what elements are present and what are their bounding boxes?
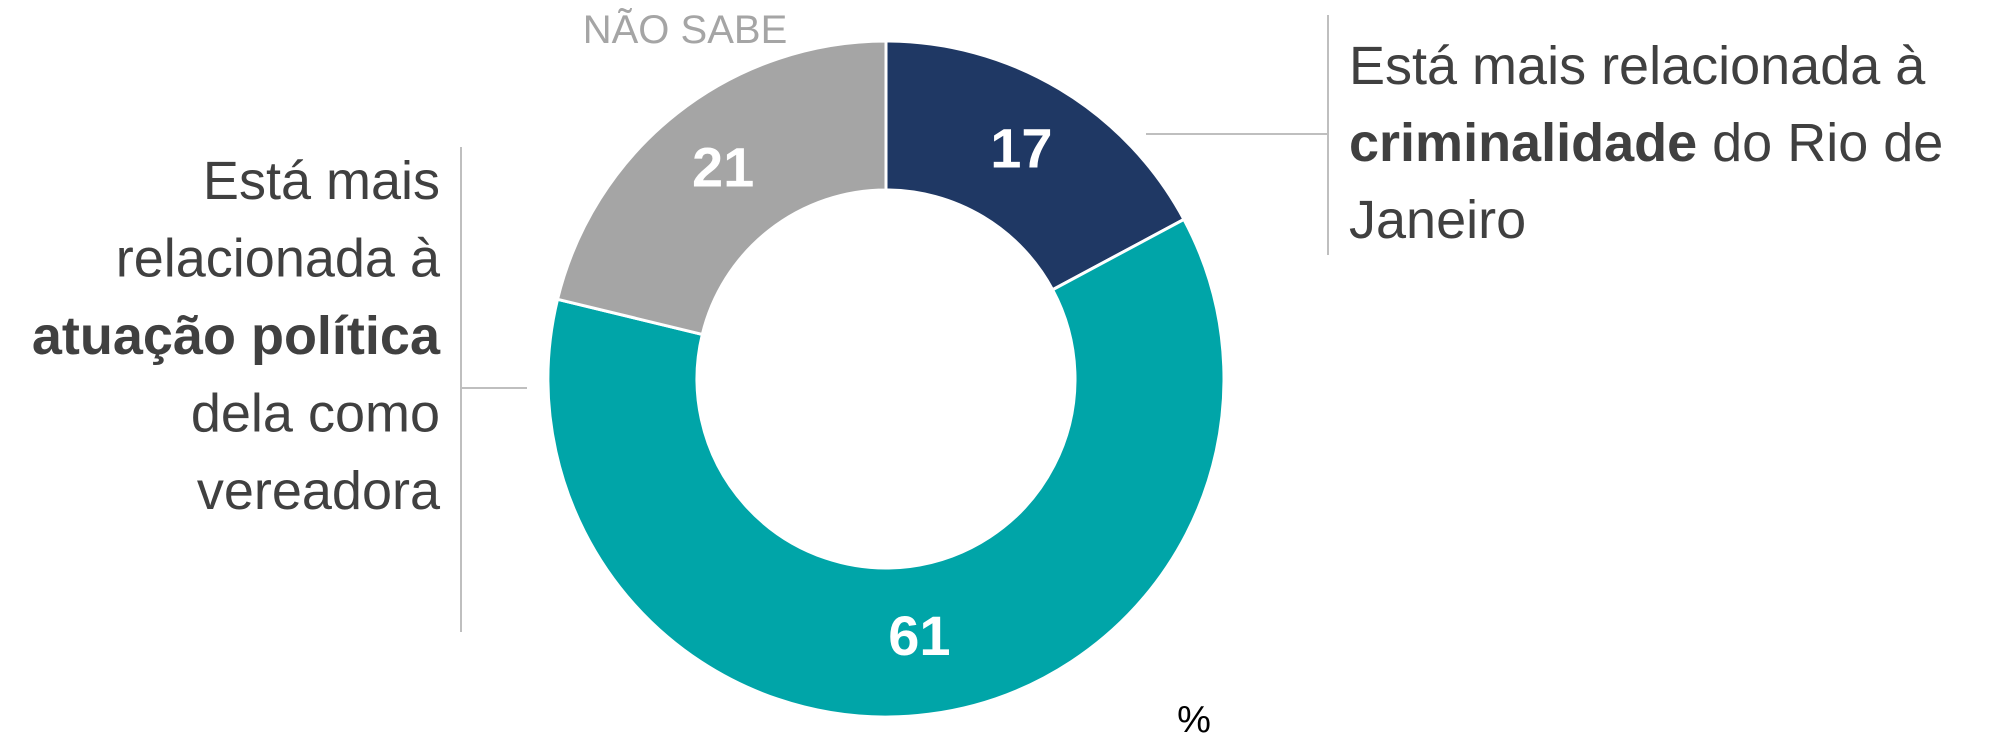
label-part: do Rio de	[1697, 113, 1943, 173]
category-label: criminalidade do Rio de	[1349, 113, 1943, 173]
label-part: NÃO SABE	[583, 7, 788, 52]
category-label: NÃO SABE	[583, 7, 788, 52]
label-part: atuação política	[32, 306, 441, 366]
value-label: 17	[990, 117, 1052, 180]
unit-label: %	[1177, 699, 1211, 739]
category-label: Está mais relacionada à	[1349, 36, 1926, 96]
category-label: dela como	[191, 384, 440, 444]
label-part: vereadora	[197, 461, 441, 521]
slice	[546, 217, 1226, 719]
label-part: Janeiro	[1349, 190, 1526, 250]
slice	[555, 39, 888, 337]
value-label: 21	[692, 136, 754, 199]
category-label: atuação política	[32, 306, 441, 366]
label-part: dela como	[191, 384, 440, 444]
label-part: Está mais relacionada à	[1349, 36, 1926, 96]
category-label: Está mais	[203, 151, 440, 211]
label-part: relacionada à	[116, 229, 441, 289]
category-label: relacionada à	[116, 229, 441, 289]
category-label: Janeiro	[1349, 190, 1526, 250]
value-label: 61	[888, 604, 950, 667]
slice	[884, 39, 1186, 292]
label-part: criminalidade	[1349, 113, 1697, 173]
label-part: Está mais	[203, 151, 440, 211]
category-label: vereadora	[197, 461, 441, 521]
